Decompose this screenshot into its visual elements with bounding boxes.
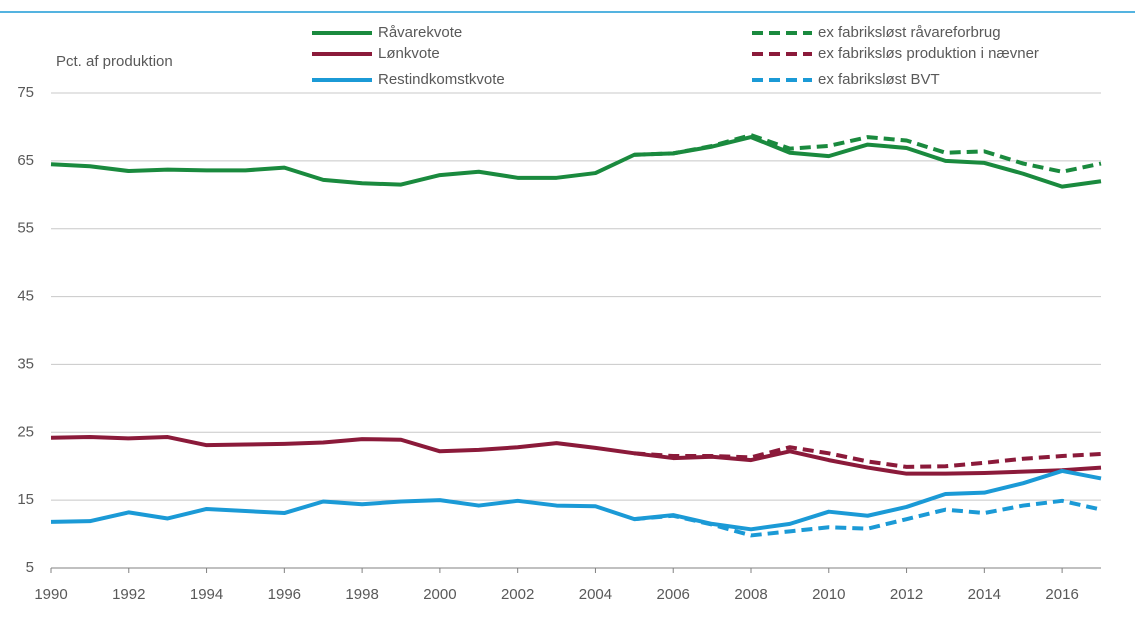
series-line (50, 135, 1102, 189)
x-tick-label: 2000 (423, 586, 456, 603)
y-tick-label: 55 (17, 220, 34, 237)
y-tick-label: 35 (17, 355, 34, 372)
x-tick-label: 1996 (268, 586, 301, 603)
series-line (634, 133, 1102, 174)
legend-label: Restindkomstkvote (378, 71, 505, 88)
x-tick-label: 2012 (890, 586, 923, 603)
x-tick-label: 1994 (190, 586, 223, 603)
legend-label: Råvarekvote (378, 24, 462, 41)
legend-label: Lønkvote (378, 45, 440, 62)
series-line (634, 445, 1102, 469)
legend-label: ex fabriksløst råvareforbrug (818, 24, 1001, 41)
x-tick-label: 2004 (579, 586, 612, 603)
y-tick-label: 65 (17, 152, 34, 169)
legend-label: ex fabriksløst BVT (818, 71, 940, 88)
y-tick-label: 25 (17, 423, 34, 440)
x-tick-label: 2014 (968, 586, 1001, 603)
series-line (634, 498, 1102, 538)
x-tick-label: 2010 (812, 586, 845, 603)
y-tick-label: 45 (17, 288, 34, 305)
series-line (50, 468, 1102, 532)
y-tick-label: 75 (17, 84, 34, 101)
x-tick-label: 1992 (112, 586, 145, 603)
y-axis-label: Pct. af produktion (56, 53, 173, 70)
x-tick-label: 2006 (657, 586, 690, 603)
x-tick-label: 1990 (34, 586, 67, 603)
x-tick-label: 2008 (734, 586, 767, 603)
x-tick-label: 2016 (1045, 586, 1078, 603)
legend-label: ex fabriksløs produktion i nævner (818, 45, 1039, 62)
x-tick-label: 1998 (345, 586, 378, 603)
x-tick-label: 2002 (501, 586, 534, 603)
series-line (50, 435, 1102, 476)
y-tick-label: 15 (17, 491, 34, 508)
y-tick-label: 5 (26, 559, 34, 576)
